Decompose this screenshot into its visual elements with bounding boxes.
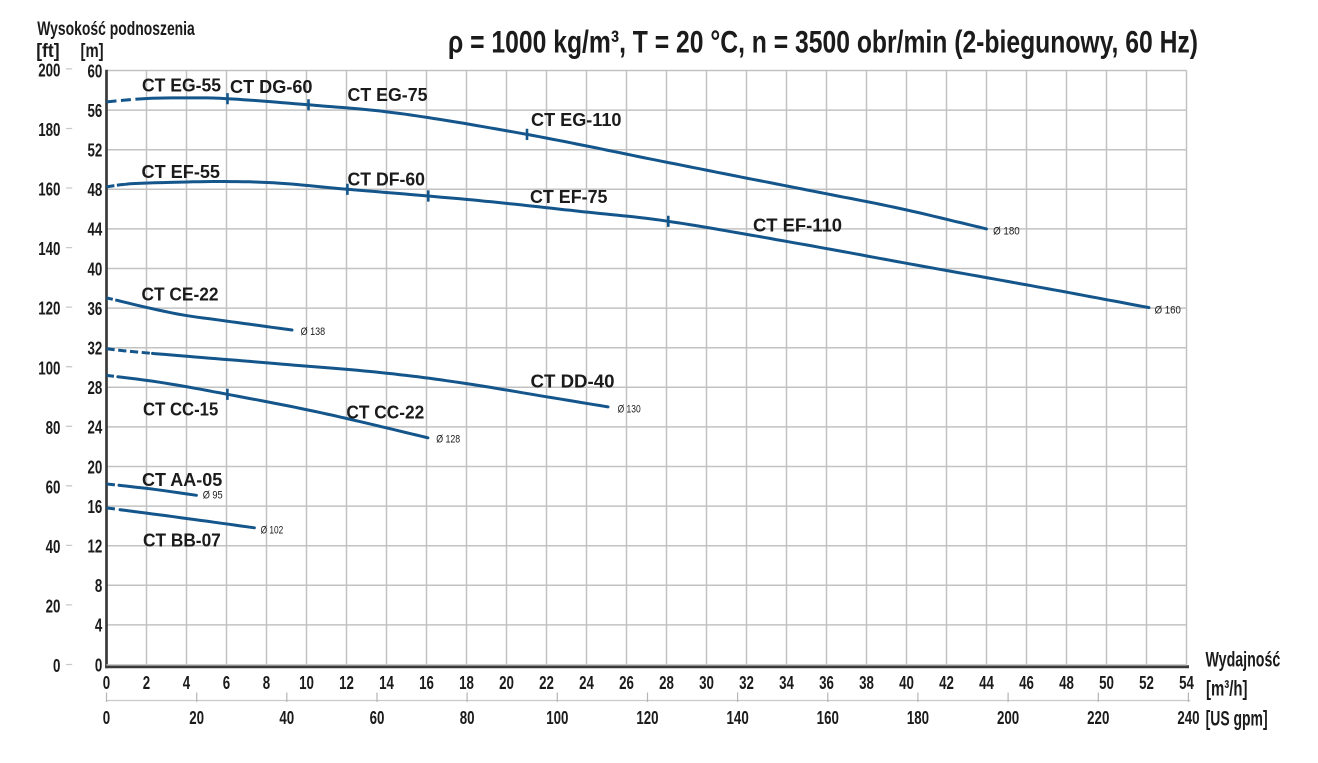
svg-text:CT EF-55: CT EF-55 [142, 161, 221, 182]
svg-text:12: 12 [88, 535, 103, 556]
svg-text:32: 32 [88, 337, 103, 358]
svg-text:24: 24 [579, 672, 594, 693]
svg-text:180: 180 [907, 707, 929, 728]
svg-text:CT DD-40: CT DD-40 [531, 370, 615, 391]
svg-text:28: 28 [659, 672, 674, 693]
svg-text:Ø 95: Ø 95 [203, 490, 223, 502]
svg-text:CT CC-22: CT CC-22 [346, 402, 424, 423]
svg-text:Ø 180: Ø 180 [993, 225, 1020, 237]
svg-text:160: 160 [817, 707, 839, 728]
svg-text:CT EF-75: CT EF-75 [530, 186, 608, 207]
svg-text:CT EF-110: CT EF-110 [753, 215, 842, 236]
svg-text:30: 30 [699, 672, 714, 693]
svg-text:52: 52 [1139, 672, 1154, 693]
svg-text:20: 20 [499, 672, 514, 693]
svg-text:16: 16 [419, 672, 434, 693]
svg-text:34: 34 [779, 672, 794, 693]
svg-text:40: 40 [88, 258, 103, 279]
svg-text:44: 44 [88, 219, 103, 240]
svg-text:[m]: [m] [81, 40, 104, 62]
svg-text:Ø 130: Ø 130 [618, 404, 641, 416]
svg-text:Wysokość podnoszenia: Wysokość podnoszenia [37, 18, 195, 40]
svg-text:6: 6 [223, 672, 230, 693]
svg-text:220: 220 [1087, 707, 1109, 728]
svg-text:20: 20 [189, 707, 204, 728]
svg-text:CT DG-60: CT DG-60 [230, 76, 313, 97]
svg-text:Ø 138: Ø 138 [301, 326, 326, 338]
svg-text:22: 22 [539, 672, 554, 693]
svg-text:CT EG-55: CT EG-55 [142, 75, 221, 96]
svg-text:14: 14 [379, 672, 394, 693]
svg-text:32: 32 [739, 672, 754, 693]
svg-text:CT CE-22: CT CE-22 [142, 284, 219, 305]
svg-text:120: 120 [636, 707, 658, 728]
svg-text:46: 46 [1019, 672, 1034, 693]
svg-text:0: 0 [103, 672, 110, 693]
svg-text:CT AA-05: CT AA-05 [142, 469, 222, 490]
svg-text:20: 20 [88, 456, 103, 477]
svg-text:26: 26 [619, 672, 634, 693]
svg-text:CT EG-75: CT EG-75 [348, 84, 428, 105]
svg-text:240: 240 [1177, 707, 1199, 728]
svg-text:Ø 128: Ø 128 [436, 434, 460, 446]
svg-text:60: 60 [88, 60, 103, 81]
svg-text:ρ = 1000 kg/m³, T = 20 °C, n =: ρ = 1000 kg/m³, T = 20 °C, n = 3500 obr/… [448, 23, 1198, 59]
svg-text:[US gpm]: [US gpm] [1206, 706, 1268, 730]
svg-text:52: 52 [88, 139, 103, 160]
svg-text:60: 60 [46, 476, 61, 497]
svg-text:42: 42 [939, 672, 954, 693]
svg-text:CT BB-07: CT BB-07 [143, 530, 221, 551]
svg-text:200: 200 [38, 60, 60, 81]
svg-text:0: 0 [53, 655, 60, 676]
svg-text:160: 160 [38, 179, 60, 200]
svg-text:120: 120 [38, 298, 60, 319]
svg-text:CT DF-60: CT DF-60 [348, 169, 426, 190]
svg-text:16: 16 [88, 496, 103, 517]
svg-text:4: 4 [95, 615, 103, 636]
svg-text:200: 200 [997, 707, 1019, 728]
svg-text:20: 20 [46, 596, 61, 617]
svg-text:0: 0 [103, 707, 110, 728]
svg-text:54: 54 [1179, 672, 1194, 693]
svg-text:80: 80 [46, 417, 61, 438]
svg-text:50: 50 [1099, 672, 1114, 693]
svg-text:Ø 160: Ø 160 [1155, 304, 1181, 316]
svg-text:60: 60 [370, 707, 385, 728]
svg-text:CT EG-110: CT EG-110 [531, 109, 622, 130]
svg-text:[ft]: [ft] [36, 40, 59, 62]
svg-text:12: 12 [339, 672, 354, 693]
svg-text:40: 40 [46, 536, 61, 557]
svg-text:24: 24 [88, 417, 103, 438]
svg-text:36: 36 [819, 672, 834, 693]
svg-text:140: 140 [727, 707, 749, 728]
svg-text:[m³/h]: [m³/h] [1206, 676, 1248, 700]
svg-text:8: 8 [263, 672, 270, 693]
svg-text:Ø 102: Ø 102 [261, 525, 284, 537]
svg-text:Wydajność: Wydajność [1206, 648, 1281, 672]
svg-text:40: 40 [279, 707, 294, 728]
svg-text:2: 2 [143, 672, 150, 693]
svg-text:18: 18 [459, 672, 474, 693]
svg-text:28: 28 [88, 377, 103, 398]
svg-text:10: 10 [299, 672, 314, 693]
svg-text:4: 4 [183, 672, 191, 693]
svg-text:0: 0 [95, 654, 102, 675]
svg-text:36: 36 [88, 298, 103, 319]
svg-text:100: 100 [546, 707, 568, 728]
svg-text:80: 80 [460, 707, 475, 728]
svg-text:56: 56 [88, 100, 103, 121]
svg-text:CT CC-15: CT CC-15 [143, 399, 218, 420]
svg-text:100: 100 [38, 357, 60, 378]
svg-text:48: 48 [88, 179, 103, 200]
svg-text:180: 180 [38, 119, 60, 140]
svg-text:48: 48 [1059, 672, 1074, 693]
svg-text:8: 8 [95, 575, 102, 596]
svg-text:140: 140 [38, 238, 60, 259]
svg-text:38: 38 [859, 672, 874, 693]
svg-text:44: 44 [979, 672, 994, 693]
svg-text:40: 40 [899, 672, 914, 693]
